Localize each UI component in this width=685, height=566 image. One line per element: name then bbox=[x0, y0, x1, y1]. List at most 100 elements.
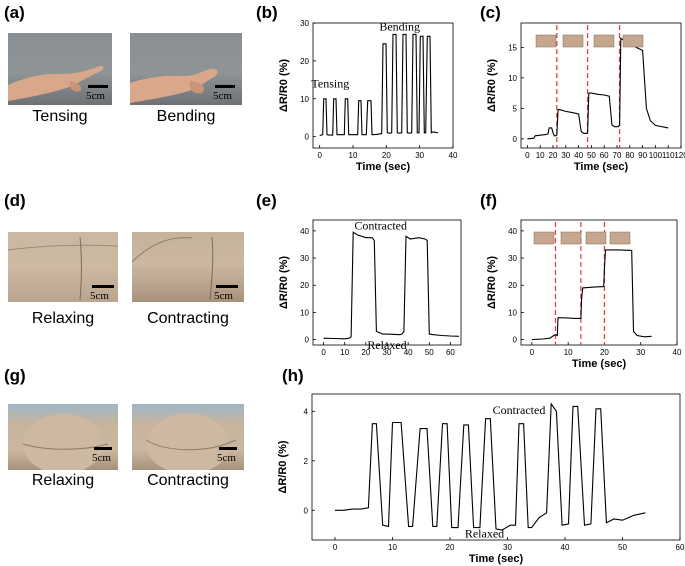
panel-letter-d: (d) bbox=[4, 191, 26, 210]
y-tick-label-e: 10 bbox=[300, 308, 309, 317]
knee-shape-relaxing bbox=[22, 414, 109, 470]
photo-knee-contracting bbox=[132, 404, 244, 470]
scalebar-d-left bbox=[92, 285, 114, 288]
x-axis-title-f: Time (sec) bbox=[572, 358, 627, 370]
x-tick-label-e: 40 bbox=[404, 348, 413, 357]
y-tick-label-b: 30 bbox=[300, 19, 309, 28]
annotation-e: Contracted bbox=[354, 219, 407, 233]
sensor-line-contracting bbox=[132, 236, 214, 301]
y-tick-label-h: 2 bbox=[304, 457, 309, 466]
y-tick-label-f: 0 bbox=[513, 336, 518, 345]
x-tick-label-c: 120 bbox=[674, 151, 685, 160]
x-tick-label-c: 20 bbox=[549, 151, 558, 160]
inset-photo-f bbox=[585, 231, 607, 245]
x-tick-label-c: 30 bbox=[561, 151, 570, 160]
x-tick-label-e: 60 bbox=[446, 348, 455, 357]
panel-letter-g: (g) bbox=[4, 366, 26, 385]
annotation-b: Tensing bbox=[311, 76, 349, 90]
series-line-c bbox=[527, 37, 669, 140]
inset-photo-c bbox=[562, 34, 584, 48]
panel-letter-b: (b) bbox=[256, 3, 278, 22]
caption-relaxing-g: Relaxing bbox=[31, 472, 95, 489]
panel-letter-c: (c) bbox=[480, 3, 501, 22]
plot-frame-h bbox=[311, 393, 681, 541]
inset-photo-c bbox=[622, 34, 644, 48]
y-tick-label-e: 20 bbox=[300, 281, 309, 290]
caption-contracting-d: Contracting bbox=[147, 310, 229, 327]
panel-letter-a: (a) bbox=[4, 3, 25, 22]
x-tick-label-c: 90 bbox=[638, 151, 647, 160]
x-tick-label-e: 20 bbox=[361, 348, 370, 357]
inset-photo-f bbox=[533, 231, 555, 245]
scalebar-a-right bbox=[215, 85, 235, 88]
y-tick-label-b: 0 bbox=[305, 133, 310, 142]
annotation-e: Relaxed bbox=[367, 338, 406, 352]
y-axis-title-h: ΔR/R0 (%) bbox=[277, 440, 289, 493]
x-tick-label-f: 30 bbox=[636, 348, 645, 357]
x-tick-label-f: 0 bbox=[530, 348, 535, 357]
x-tick-label-h: 60 bbox=[676, 543, 685, 552]
y-tick-label-c: 5 bbox=[513, 104, 518, 113]
y-axis-title-b: ΔR/R0 (%) bbox=[278, 59, 290, 112]
scalebar-d-right bbox=[216, 285, 238, 288]
x-tick-label-e: 10 bbox=[340, 348, 349, 357]
panel-letter-e: (e) bbox=[256, 191, 277, 210]
inset-photo-f bbox=[560, 231, 582, 245]
y-tick-label-f: 30 bbox=[508, 254, 517, 263]
y-axis-title-c: ΔR/R0 (%) bbox=[486, 59, 498, 112]
inset-photo-c bbox=[593, 34, 615, 48]
annotation-h: Contracted bbox=[493, 403, 546, 417]
x-tick-label-c: 40 bbox=[574, 151, 583, 160]
x-axis-title-h: Time (sec) bbox=[469, 553, 524, 565]
y-tick-label-e: 40 bbox=[300, 227, 309, 236]
x-tick-label-c: 0 bbox=[525, 151, 530, 160]
series-line-b bbox=[319, 33, 439, 137]
arm-bending-shape bbox=[130, 68, 218, 103]
y-tick-label-c: 0 bbox=[513, 135, 518, 144]
x-tick-label-c: 60 bbox=[600, 151, 609, 160]
x-tick-label-h: 40 bbox=[561, 543, 570, 552]
plot-frame-e bbox=[312, 219, 462, 346]
y-tick-label-b: 10 bbox=[300, 95, 309, 104]
x-tick-label-b: 0 bbox=[317, 151, 322, 160]
plot-frame-b bbox=[312, 22, 454, 149]
x-tick-label-h: 10 bbox=[388, 543, 397, 552]
scale-label-d-left: 5cm bbox=[90, 290, 109, 302]
caption-tensing: Tensing bbox=[32, 108, 88, 125]
photo-knee-relaxing bbox=[8, 404, 118, 470]
x-tick-label-c: 50 bbox=[587, 151, 596, 160]
y-tick-label-f: 40 bbox=[508, 227, 517, 236]
scale-label-a-left: 5cm bbox=[86, 90, 105, 102]
plot-frame-c bbox=[520, 22, 682, 149]
y-tick-label-h: 0 bbox=[304, 506, 309, 515]
photo-bicep-contracting bbox=[132, 232, 244, 302]
x-tick-label-c: 10 bbox=[536, 151, 545, 160]
series-line-e bbox=[323, 231, 459, 340]
panel-letter-h: (h) bbox=[282, 366, 304, 385]
y-tick-label-h: 4 bbox=[304, 407, 309, 416]
photo-arm-bending bbox=[130, 33, 242, 105]
x-tick-label-c: 100 bbox=[649, 151, 663, 160]
x-tick-label-h: 50 bbox=[618, 543, 627, 552]
x-tick-label-h: 30 bbox=[503, 543, 512, 552]
photo-bicep-relaxing bbox=[8, 232, 118, 302]
inset-photo-c bbox=[535, 34, 557, 48]
scalebar-a-left bbox=[88, 85, 108, 88]
x-tick-label-e: 50 bbox=[425, 348, 434, 357]
y-tick-label-c: 15 bbox=[508, 43, 517, 52]
series-line-f bbox=[531, 249, 652, 341]
x-tick-label-e: 0 bbox=[321, 348, 326, 357]
x-tick-label-c: 80 bbox=[625, 151, 634, 160]
scalebar-g-right bbox=[219, 447, 237, 450]
x-tick-label-b: 40 bbox=[449, 151, 458, 160]
y-tick-label-c: 10 bbox=[508, 74, 517, 83]
scale-label-g-left: 5cm bbox=[92, 452, 111, 464]
y-tick-label-b: 20 bbox=[300, 57, 309, 66]
photo-arm-tensing bbox=[8, 33, 112, 105]
x-tick-label-c: 110 bbox=[662, 151, 675, 160]
plot-frame-f bbox=[520, 219, 678, 346]
sensor-line-relaxing bbox=[8, 236, 118, 301]
knee-shape-contracting bbox=[145, 414, 237, 470]
scale-label-a-right: 5cm bbox=[213, 90, 232, 102]
